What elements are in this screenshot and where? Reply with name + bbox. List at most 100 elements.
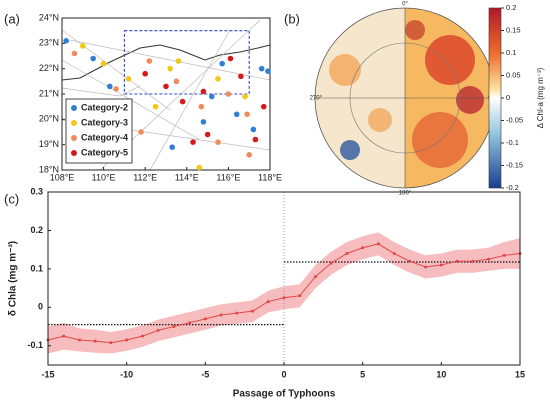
x-tick-label: 5 xyxy=(360,369,365,379)
point xyxy=(179,98,186,105)
point xyxy=(138,129,144,135)
y-tick-label: 20°N xyxy=(39,114,59,124)
colorbar-tick-label: -0.2 xyxy=(506,183,519,192)
point xyxy=(156,328,160,332)
point xyxy=(125,338,129,342)
polar-axes xyxy=(315,8,495,188)
x-tick-label: 108°E xyxy=(50,172,75,182)
colorbar-tick-label: 0 xyxy=(506,93,510,102)
point xyxy=(169,144,176,150)
point xyxy=(251,309,255,313)
legend-label: Category-3 xyxy=(81,117,128,127)
x-axis-label: Passage of Typhoons xyxy=(233,389,336,400)
y-tick-label: 24°N xyxy=(39,12,59,22)
point xyxy=(163,83,169,90)
point xyxy=(100,60,107,67)
panel-label: (c) xyxy=(4,191,19,206)
x-tick-label: 112°E xyxy=(133,172,157,182)
colorbar-tick-label: 0.1 xyxy=(506,48,516,57)
x-tick-label: 116°E xyxy=(216,172,240,182)
point xyxy=(313,275,317,279)
legend-swatch xyxy=(71,120,77,126)
legend-label: Category-4 xyxy=(81,132,128,142)
point xyxy=(258,65,265,72)
y-tick-label: 0.1 xyxy=(30,263,43,273)
y-tick-label: 0 xyxy=(38,302,43,312)
angle-label: 180° xyxy=(399,191,412,197)
x-tick-label: 110°E xyxy=(92,172,116,182)
y-tick-label: 21°N xyxy=(39,88,59,98)
point xyxy=(361,246,365,250)
point xyxy=(244,111,250,118)
point xyxy=(63,38,69,44)
point xyxy=(282,296,286,300)
legend-swatch xyxy=(71,135,77,141)
point xyxy=(188,321,192,325)
point xyxy=(93,339,97,343)
point xyxy=(242,93,248,100)
point xyxy=(235,311,239,315)
point xyxy=(142,70,148,77)
x-tick-label: 15 xyxy=(515,369,525,379)
point xyxy=(172,325,176,329)
point xyxy=(146,58,153,64)
legend-swatch xyxy=(71,150,77,156)
point xyxy=(203,317,207,321)
x-tick-label: -15 xyxy=(41,369,54,379)
y-tick-label: 22°N xyxy=(39,63,59,73)
x-tick-label: 10 xyxy=(436,369,446,379)
colorbar-tick-label: -0.15 xyxy=(506,160,523,169)
colorbar-tick-label: -0.1 xyxy=(506,138,519,147)
point xyxy=(196,164,203,171)
point xyxy=(455,259,459,263)
angle-label: 0° xyxy=(402,2,408,8)
point xyxy=(424,265,428,269)
y-tick-label: 18°N xyxy=(39,164,59,174)
y-tick-label: -0.1 xyxy=(27,340,43,350)
point xyxy=(487,257,491,261)
point xyxy=(298,294,302,298)
point xyxy=(392,252,396,256)
point xyxy=(215,76,221,82)
legend-label: Category-2 xyxy=(81,102,128,112)
point xyxy=(208,93,215,100)
point xyxy=(329,261,333,265)
point xyxy=(167,65,173,72)
point xyxy=(252,136,259,143)
point xyxy=(471,259,475,263)
point xyxy=(113,86,119,92)
point xyxy=(265,68,271,74)
colorbar-tick-label: -0.05 xyxy=(506,115,523,124)
point xyxy=(376,242,380,246)
x-tick-label: 114°E xyxy=(175,172,199,182)
point xyxy=(200,88,207,95)
confidence-band xyxy=(48,232,520,354)
x-tick-label: -10 xyxy=(120,369,133,379)
point xyxy=(250,126,257,133)
point xyxy=(152,103,159,110)
point xyxy=(225,91,232,97)
point xyxy=(215,139,221,145)
colorbar-tick-label: 0.15 xyxy=(506,25,521,34)
point xyxy=(62,334,66,338)
point xyxy=(71,50,78,57)
y-tick-label: 0.3 xyxy=(30,186,43,196)
point xyxy=(140,334,144,338)
point xyxy=(345,252,349,256)
point xyxy=(198,103,205,110)
y-tick-label: 23°N xyxy=(39,38,59,48)
point xyxy=(408,259,412,263)
point xyxy=(109,341,113,345)
x-tick-label: 0 xyxy=(281,369,286,379)
point xyxy=(439,263,443,267)
point xyxy=(107,83,113,90)
point xyxy=(204,131,211,138)
y-tick-label: 19°N xyxy=(39,139,59,149)
panel-label: (b) xyxy=(284,11,300,26)
point xyxy=(80,43,86,49)
angle-label: 270° xyxy=(310,96,323,102)
y-axis-label: δ Chla (mg m⁻³) xyxy=(8,241,19,316)
point xyxy=(246,152,252,158)
colorbar xyxy=(488,7,502,189)
point xyxy=(266,300,270,304)
